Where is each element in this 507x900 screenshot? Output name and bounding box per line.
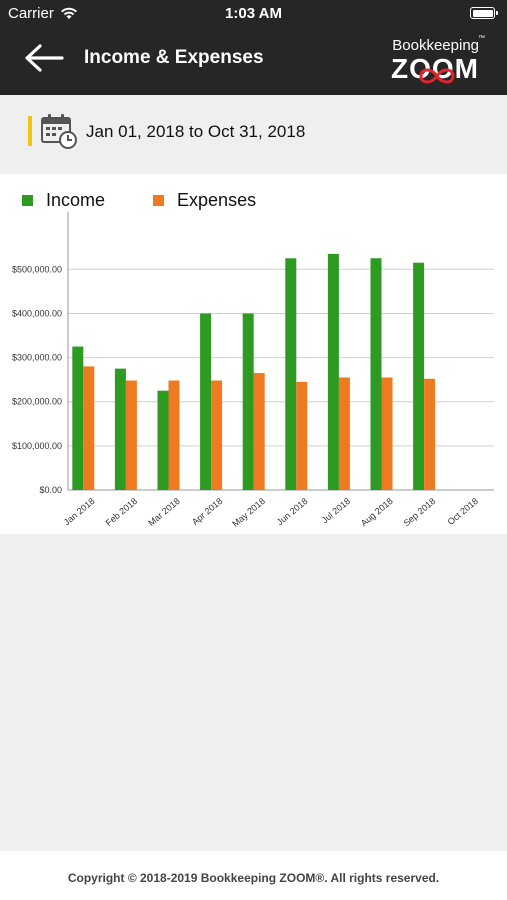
income-expenses-bar-chart: $0.00 $100,000.00 $200,000.00 $300,000.00 $4…: [12, 212, 494, 529]
x-tick-label: Aug 2018: [359, 496, 395, 528]
bar-expenses: [424, 378, 436, 490]
bar-expenses: [83, 366, 95, 490]
x-tick-label: May 2018: [230, 496, 267, 529]
page-title: Income & Expenses: [84, 47, 264, 68]
legend-swatch-income: [22, 195, 33, 206]
status-time: 1:03 AM: [225, 5, 282, 22]
x-tick-label: Apr 2018: [190, 496, 224, 527]
bar-expenses: [253, 373, 265, 490]
status-bar: Carrier 1:03 AM: [0, 0, 507, 28]
y-tick-label: $0.00: [39, 485, 62, 495]
x-tick-label: Jun 2018: [275, 496, 310, 527]
y-tick-label: $100,000.00: [12, 441, 62, 451]
wifi-icon: [60, 7, 77, 19]
copyright-text: Copyright © 2018-2019 Bookkeeping ZOOM®.…: [67, 871, 440, 885]
bar-income: [200, 313, 212, 490]
bar-expenses: [168, 380, 180, 490]
x-tick-label: Oct 2018: [446, 496, 480, 527]
legend-label-expenses: Expenses: [177, 190, 257, 210]
bookkeeping-zoom-logo: Bookkeeping ™ ZOOM: [381, 35, 493, 87]
bar-income: [285, 258, 297, 490]
date-range-text: Jan 01, 2018 to Oct 31, 2018: [86, 122, 306, 141]
y-tick-label: $400,000.00: [12, 308, 62, 318]
bar-income: [242, 313, 254, 490]
carrier-label: Carrier: [8, 5, 54, 22]
logo-top-text: Bookkeeping: [392, 37, 479, 54]
x-tick-label: Sep 2018: [401, 496, 437, 528]
date-range-accent: [28, 116, 32, 146]
legend-item-expenses[interactable]: Expenses: [153, 190, 256, 211]
bar-income: [157, 390, 169, 490]
bar-expenses: [211, 380, 223, 490]
bar-expenses: [296, 381, 308, 490]
x-tick-label: Jul 2018: [320, 496, 352, 526]
nav-bar: Income & Expenses Bookkeeping ™ ZOOM: [0, 28, 507, 95]
bar-expenses: [338, 377, 350, 490]
bar-income: [327, 253, 339, 490]
date-range-bar[interactable]: Jan 01, 2018 to Oct 31, 2018: [0, 95, 507, 174]
carrier-info: Carrier: [8, 5, 78, 22]
chart-card: $0.00 $100,000.00 $200,000.00 $300,000.00 $4…: [0, 174, 507, 534]
legend-label-income: Income: [46, 190, 106, 210]
legend-item-income[interactable]: Income: [22, 190, 105, 211]
bar-expenses: [125, 380, 137, 490]
x-tick-label: Jan 2018: [62, 496, 97, 527]
bar-income: [114, 368, 126, 490]
y-tick-label: $500,000.00: [12, 264, 62, 274]
y-tick-label: $200,000.00: [12, 397, 62, 407]
bar-income: [72, 346, 84, 490]
x-tick-label: Feb 2018: [104, 496, 140, 528]
battery-icon: [470, 7, 498, 19]
bar-income: [370, 258, 382, 490]
chart-legend: Income Expenses: [22, 190, 304, 211]
bar-income: [413, 262, 425, 490]
y-tick-label: $300,000.00: [12, 353, 62, 363]
logo-infinity-icon: [419, 68, 455, 84]
calendar-clock-icon[interactable]: [40, 113, 78, 149]
legend-swatch-expenses: [153, 195, 165, 206]
bar-expenses: [381, 377, 393, 490]
back-arrow-icon[interactable]: [22, 42, 66, 74]
x-tick-label: Mar 2018: [146, 496, 182, 528]
logo-trademark: ™: [478, 35, 485, 42]
footer: Copyright © 2018-2019 Bookkeeping ZOOM®.…: [0, 851, 507, 900]
